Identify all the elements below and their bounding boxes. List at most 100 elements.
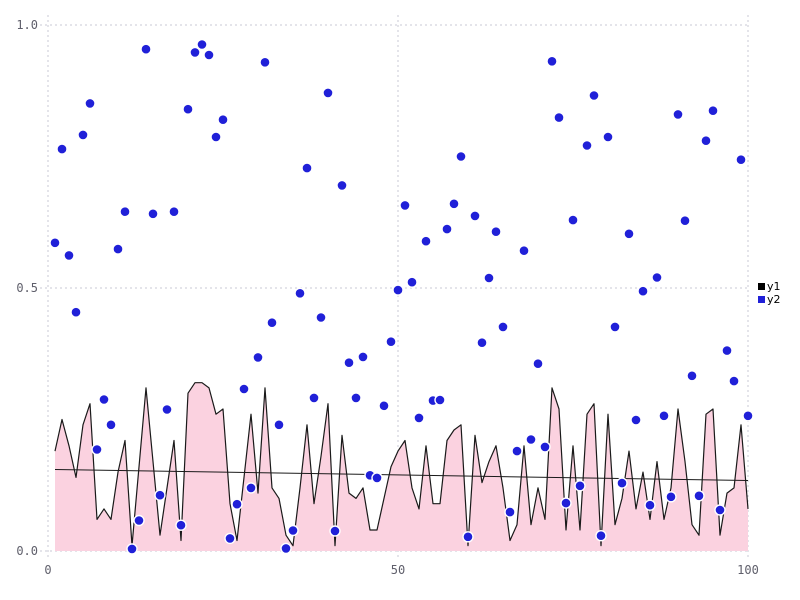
scatter-point xyxy=(322,87,334,99)
scatter-point xyxy=(140,43,152,55)
scatter-point xyxy=(637,285,649,297)
scatter-point xyxy=(644,499,656,511)
scatter-point xyxy=(84,97,96,110)
scatter-point xyxy=(539,441,551,453)
scatter-point xyxy=(441,223,453,235)
scatter-point xyxy=(469,210,481,222)
scatter-point xyxy=(252,351,264,364)
scatter-point xyxy=(133,514,145,527)
scatter-point xyxy=(497,321,509,333)
scatter-point xyxy=(392,284,404,296)
scatter-point xyxy=(399,199,411,212)
scatter-point xyxy=(77,129,89,141)
scatter-point xyxy=(301,162,313,174)
scatter-point xyxy=(553,111,565,124)
scatter-point xyxy=(742,410,754,422)
scatter-point xyxy=(217,113,229,126)
scatter-point xyxy=(329,525,341,537)
scatter-point xyxy=(371,472,383,484)
scatter-point xyxy=(385,336,397,348)
scatter-point xyxy=(413,412,425,424)
trend-line xyxy=(54,468,749,482)
scatter-point xyxy=(147,208,159,220)
scatter-point xyxy=(273,419,285,431)
scatter-point xyxy=(224,532,236,545)
scatter-point xyxy=(532,358,544,370)
scatter-point xyxy=(490,225,502,238)
scatter-point xyxy=(280,542,292,555)
scatter-point xyxy=(735,153,747,166)
scatter-point xyxy=(406,276,418,288)
scatter-point xyxy=(700,134,712,147)
scatter-point xyxy=(567,214,579,226)
scatter-point xyxy=(420,235,432,247)
scatter-point xyxy=(63,249,75,262)
scatter-point xyxy=(560,497,572,509)
legend: y1 y2 xyxy=(758,280,781,306)
scatter-point xyxy=(91,443,103,456)
scatter-point xyxy=(476,337,488,349)
scatter-point xyxy=(588,89,600,102)
area-series-y1-outline xyxy=(54,382,749,547)
scatter-point xyxy=(175,519,187,531)
scatter-point xyxy=(350,392,362,404)
x-tick-label: 100 xyxy=(737,563,759,577)
scatter-point xyxy=(693,490,705,502)
scatter-point xyxy=(686,370,698,382)
legend-label-y1: y1 xyxy=(767,279,781,293)
legend-swatch-y2-icon xyxy=(758,295,765,303)
scatter-point xyxy=(595,530,607,542)
scatter-point xyxy=(161,403,173,416)
area-series-y1-fill xyxy=(55,382,748,551)
scatter-point xyxy=(210,131,222,143)
scatter-point xyxy=(434,394,446,406)
legend-label-y2: y2 xyxy=(767,292,781,306)
legend-item-y1: y1 xyxy=(758,279,781,293)
scatter-point xyxy=(546,55,558,67)
scatter-point xyxy=(609,321,621,333)
y-tick-label: 1.0 xyxy=(16,18,38,32)
scatter-point xyxy=(203,49,215,61)
scatter-point xyxy=(182,103,194,115)
scatter-point xyxy=(504,506,516,518)
scatter-point xyxy=(448,198,460,210)
scatter-point xyxy=(714,504,726,516)
scatter-point xyxy=(231,498,243,510)
scatter-point xyxy=(679,214,691,227)
scatter-point xyxy=(616,477,628,489)
scatter-point xyxy=(56,143,68,155)
scatter-point xyxy=(525,433,537,446)
scatter-point xyxy=(665,491,677,503)
scatter-point xyxy=(721,344,733,357)
scatter-point xyxy=(574,480,586,492)
scatter-point xyxy=(112,243,124,255)
scatter-point xyxy=(511,445,523,457)
scatter-point xyxy=(105,419,117,431)
scatter-point xyxy=(119,205,131,218)
scatter-point xyxy=(266,317,278,329)
scatter-point xyxy=(49,237,61,249)
scatter-point xyxy=(518,244,530,257)
scatter-point xyxy=(623,228,635,240)
scatter-point xyxy=(672,108,684,121)
x-tick-label: 0 xyxy=(44,563,52,577)
legend-swatch-y1-icon xyxy=(758,282,765,290)
x-tick-label: 50 xyxy=(390,563,406,577)
scatter-point xyxy=(357,351,369,363)
scatter-point xyxy=(245,482,257,494)
scatter-point xyxy=(602,131,614,143)
scatter-point xyxy=(455,150,467,163)
scatter-point xyxy=(189,46,201,59)
scatter-point xyxy=(98,393,110,406)
scatter-point xyxy=(728,375,740,387)
scatter-point xyxy=(126,543,138,555)
scatter-point xyxy=(70,306,82,318)
scatter-point xyxy=(287,524,299,537)
scatter-point xyxy=(462,531,474,543)
scatter-point xyxy=(196,38,208,51)
scatter-point xyxy=(238,383,250,395)
scatter-point xyxy=(336,179,348,192)
scatter-point xyxy=(315,311,327,324)
scatter-point xyxy=(154,489,166,501)
